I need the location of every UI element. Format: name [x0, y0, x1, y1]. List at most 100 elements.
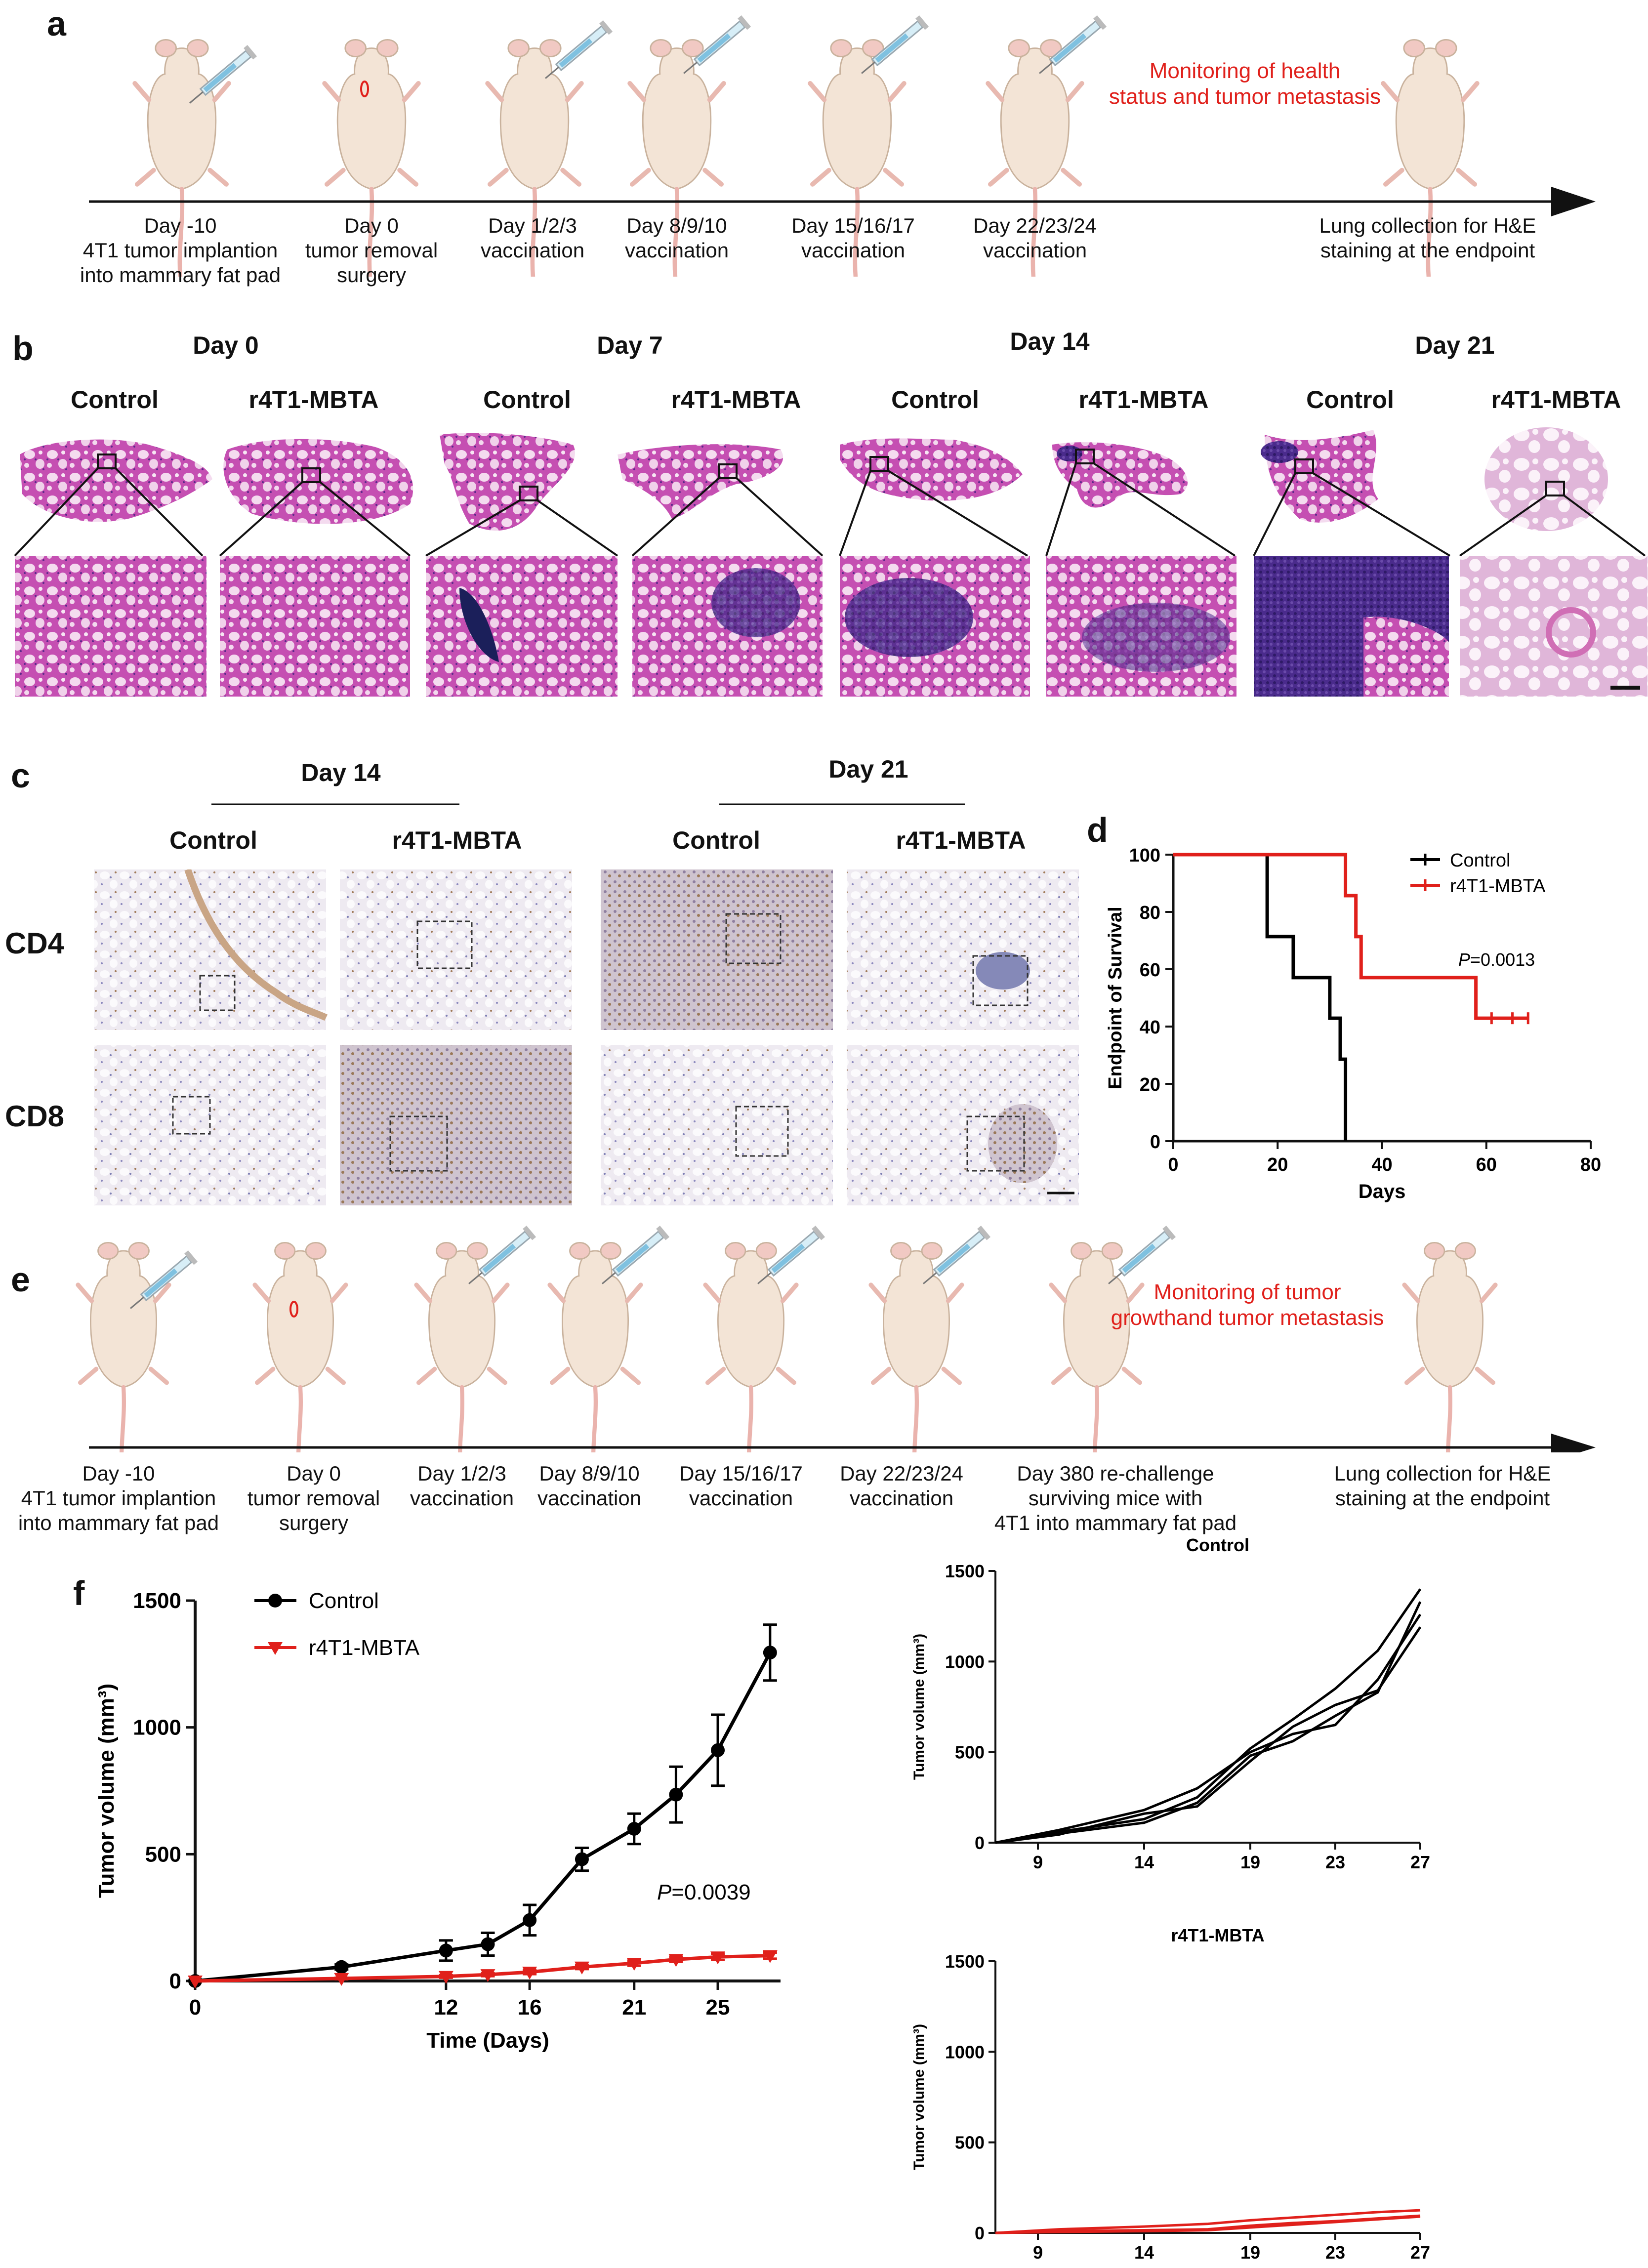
legend-label: r4T1-MBTA [309, 1636, 420, 1660]
y-tick-label: 0 [975, 1833, 985, 1853]
data-point [334, 1973, 349, 1986]
y-tick-label: 1000 [945, 1651, 985, 1672]
lung-section [440, 433, 575, 531]
x-tick-label: 14 [1134, 1852, 1154, 1872]
individual-line [995, 2214, 1421, 2234]
group-header: r4T1-MBTA [1078, 386, 1209, 413]
individual-line [995, 1588, 1422, 1844]
individual-line [995, 1601, 1422, 1844]
legend-label: r4T1-MBTA [1450, 876, 1546, 897]
day-header: Day 14 [1010, 328, 1090, 355]
data-point [334, 1960, 349, 1974]
timeline-label: Day -10 4T1 tumor implantion into mammar… [18, 1462, 219, 1534]
data-point [439, 1943, 453, 1958]
timeline-label: Lung collection for H&E staining at the … [1319, 214, 1536, 262]
mouse-icon [78, 1242, 169, 1452]
timeline-label: Day 0 tumor removal surgery [305, 214, 438, 287]
panel-label-d: d [1087, 811, 1108, 849]
group-header: Control [71, 386, 159, 413]
y-tick-label: 60 [1140, 960, 1160, 981]
y-axis-label: Tumor volume (mm³) [911, 1634, 927, 1780]
day-header: Day 0 [193, 331, 259, 359]
timeline-label: Day 22/23/24 vaccination [840, 1462, 963, 1510]
treatment-individual-chart: r4T1-MBTA050010001500914192327Time (Days… [911, 1925, 1430, 2263]
p-value-annotation: P=0.0013 [1458, 949, 1535, 970]
x-tick-label: 0 [1168, 1155, 1178, 1175]
chart-title: r4T1-MBTA [1171, 1925, 1264, 1945]
x-tick-label: 23 [1325, 2242, 1345, 2263]
data-point [626, 1958, 642, 1971]
ihc-image-grid [94, 869, 1079, 1205]
mouse-icon [416, 1242, 507, 1452]
data-point [668, 1954, 684, 1967]
data-point [522, 1967, 537, 1980]
y-tick-label: 0 [169, 1969, 181, 1993]
x-tick-label: 23 [1325, 1852, 1345, 1872]
group-header: Control [891, 386, 979, 413]
monitoring-note: Monitoring of health status and tumor me… [1109, 59, 1381, 109]
panel-e-timeline-graphic [0, 1225, 1596, 1452]
x-tick-label: 60 [1476, 1155, 1497, 1175]
timeline-label: Day 8/9/10 vaccination [624, 214, 729, 262]
x-tick-label: 19 [1240, 2242, 1260, 2263]
x-tick-label: 27 [1410, 1852, 1430, 1872]
tumor-site-icon [289, 1301, 298, 1318]
individual-line [995, 1613, 1422, 1844]
lung-section [840, 438, 1023, 501]
x-axis-label: Days [1359, 1181, 1406, 1202]
data-point [523, 1913, 537, 1927]
panel-label-e: e [11, 1260, 30, 1299]
y-tick-label: 0 [975, 2223, 985, 2243]
y-tick-label: 1500 [945, 1951, 985, 1972]
mouse-icon [705, 1242, 796, 1452]
legend-label: Control [309, 1589, 379, 1613]
x-tick-label: 12 [434, 1995, 458, 2020]
y-tick-label: 500 [955, 2133, 985, 2153]
legend-marker [268, 1594, 282, 1608]
mouse-icon [550, 1242, 641, 1452]
data-point [669, 1787, 683, 1802]
y-axis-label: Tumor volume (mm³) [911, 2024, 927, 2170]
monitoring-note: Monitoring of tumor growthand tumor meta… [1111, 1280, 1384, 1330]
group-header: Control [169, 826, 257, 854]
x-tick-label: 80 [1580, 1155, 1601, 1175]
x-tick-label: 19 [1240, 1852, 1260, 1872]
day-header: Day 7 [597, 331, 663, 359]
timeline-label: Day 8/9/10 vaccination [537, 1462, 642, 1510]
mouse-icon [871, 1242, 962, 1452]
timeline-arrowhead [1551, 187, 1596, 216]
group-header: Control [672, 826, 760, 854]
control-individual-chart: Control050010001500914192327Time (Days)T… [911, 1535, 1430, 1872]
km-line-control [1173, 853, 1348, 1141]
y-axis-label: Endpoint of Survival [1105, 907, 1126, 1089]
group-header: r4T1-MBTA [671, 386, 801, 413]
x-tick-label: 40 [1371, 1155, 1392, 1175]
legend-marker [268, 1642, 283, 1655]
panel-label-c: c [11, 756, 30, 795]
mouse-icon [1051, 1242, 1142, 1452]
legend-label: Control [1450, 850, 1511, 871]
x-axis-label: Time (Days) [426, 2028, 549, 2053]
timeline-arrowhead [1551, 1434, 1596, 1452]
mouse-icon [255, 1242, 346, 1452]
p-value-annotation: P=0.0039 [657, 1880, 751, 1904]
ihc-tile [340, 1045, 572, 1205]
mouse-icon [1404, 1242, 1495, 1452]
data-point [711, 1743, 725, 1757]
lung-section [20, 439, 212, 522]
timeline-label: Day 1/2/3 vaccination [480, 214, 585, 262]
timeline-label: Day 0 tumor removal surgery [247, 1462, 380, 1534]
x-tick-label: 16 [518, 1995, 542, 2020]
day-header: Day 21 [1415, 331, 1495, 359]
y-tick-label: 1500 [945, 1561, 985, 1581]
mean-line [195, 1651, 772, 1983]
x-tick-label: 9 [1033, 1852, 1043, 1872]
x-tick-label: 14 [1134, 2242, 1154, 2263]
panel-a-timeline-graphic [89, 14, 1596, 277]
row-label-cd8: CD8 [5, 1100, 65, 1133]
mean-line [195, 1954, 770, 1983]
individual-line [995, 1626, 1422, 1844]
y-tick-label: 500 [955, 1742, 985, 1763]
day-header: Day 21 [828, 755, 908, 783]
data-point [627, 1822, 641, 1836]
